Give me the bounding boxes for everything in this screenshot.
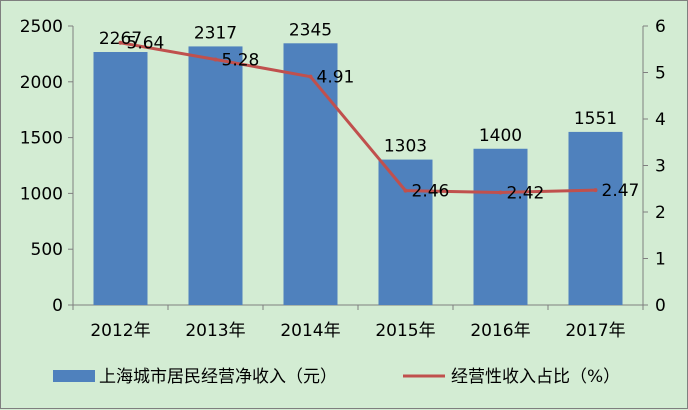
y-right-tick-label: 4 xyxy=(655,110,666,130)
x-tick-label: 2017年 xyxy=(565,321,625,341)
y-left-tick-label: 1500 xyxy=(20,129,63,149)
line-point xyxy=(498,190,503,195)
x-tick-label: 2012年 xyxy=(90,321,150,341)
bar xyxy=(568,131,623,305)
y-left-tick-label: 2500 xyxy=(20,17,63,37)
bar xyxy=(188,46,243,306)
bar-series xyxy=(93,43,623,306)
bar-data-label: 2317 xyxy=(194,23,237,43)
axes xyxy=(68,25,648,310)
y-right-tick-label: 2 xyxy=(655,203,666,223)
line-data-label: 2.47 xyxy=(602,181,640,201)
y-right-tick-label: 5 xyxy=(655,64,666,84)
line-series xyxy=(118,40,598,195)
line-point xyxy=(213,57,218,62)
bar xyxy=(93,52,148,305)
y-right-tick-label: 1 xyxy=(655,250,666,270)
legend-label-income: 上海城市居民经营净收入（元） xyxy=(99,367,337,387)
y-right-tick-label: 0 xyxy=(655,296,666,316)
line-data-label: 2.42 xyxy=(507,183,545,203)
data-labels: 2267 2317 2345 1303 1400 1551 5.64 5.28 4.91 2.46… xyxy=(99,20,639,203)
line-data-label: 5.28 xyxy=(222,50,260,70)
y-right-tick-label: 3 xyxy=(655,157,666,177)
bar-data-label: 2267 xyxy=(99,29,142,49)
line-point xyxy=(403,188,408,193)
y-left-tick-label: 500 xyxy=(31,240,63,260)
line-data-label: 2.46 xyxy=(412,182,450,202)
x-tick-label: 2016年 xyxy=(470,321,530,341)
y-left-tick-label: 2000 xyxy=(20,73,63,93)
bar-data-label: 1303 xyxy=(384,137,427,157)
line-point xyxy=(308,74,313,79)
x-tick-label: 2015年 xyxy=(375,321,435,341)
line-data-label: 4.91 xyxy=(317,68,355,88)
y-right-tick-label: 6 xyxy=(655,17,666,37)
line-point xyxy=(118,40,123,45)
bar xyxy=(378,159,433,305)
bar-data-label: 2345 xyxy=(289,20,332,40)
bar-data-label: 1551 xyxy=(574,109,617,129)
y-left-tick-label: 0 xyxy=(52,296,63,316)
x-tick-label: 2013年 xyxy=(185,321,245,341)
x-tick-label: 2014年 xyxy=(280,321,340,341)
bar xyxy=(473,148,528,305)
bar-data-label: 1400 xyxy=(479,126,522,146)
legend-label-ratio: 经营性收入占比（%） xyxy=(451,367,620,387)
line-point xyxy=(593,188,598,193)
legend-swatch-income xyxy=(53,370,95,382)
line-data-label: 5.64 xyxy=(127,34,165,54)
bar xyxy=(283,43,338,305)
y-left-tick-label: 1000 xyxy=(20,184,63,204)
ratio-line xyxy=(120,41,596,194)
legend: 上海城市居民经营净收入（元） 经营性收入占比（%） xyxy=(53,367,620,387)
